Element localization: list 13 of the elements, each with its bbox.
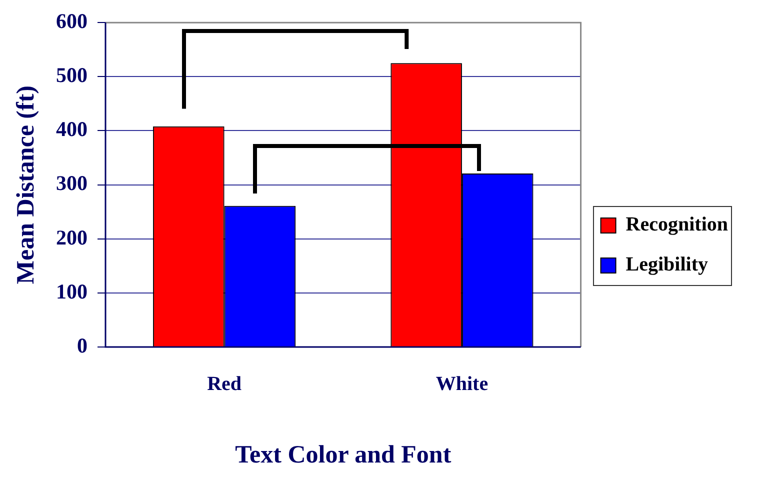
x-tick-label: Red bbox=[207, 373, 242, 396]
y-tick-label: 600 bbox=[56, 9, 88, 34]
legend-label: Recognition bbox=[626, 214, 728, 236]
y-tick-label: 500 bbox=[56, 63, 88, 88]
y-tick-label: 300 bbox=[56, 171, 88, 196]
legend-label: Legibility bbox=[626, 254, 708, 276]
x-tick-label: White bbox=[436, 373, 488, 396]
y-tick-label: 0 bbox=[77, 333, 88, 358]
y-axis-title: Mean Distance (ft) bbox=[12, 86, 40, 284]
y-tick-label: 100 bbox=[56, 279, 88, 304]
y-tick-label: 400 bbox=[56, 117, 88, 142]
x-axis-title: Text Color and Font bbox=[235, 441, 452, 468]
y-tick-label: 200 bbox=[56, 225, 88, 250]
